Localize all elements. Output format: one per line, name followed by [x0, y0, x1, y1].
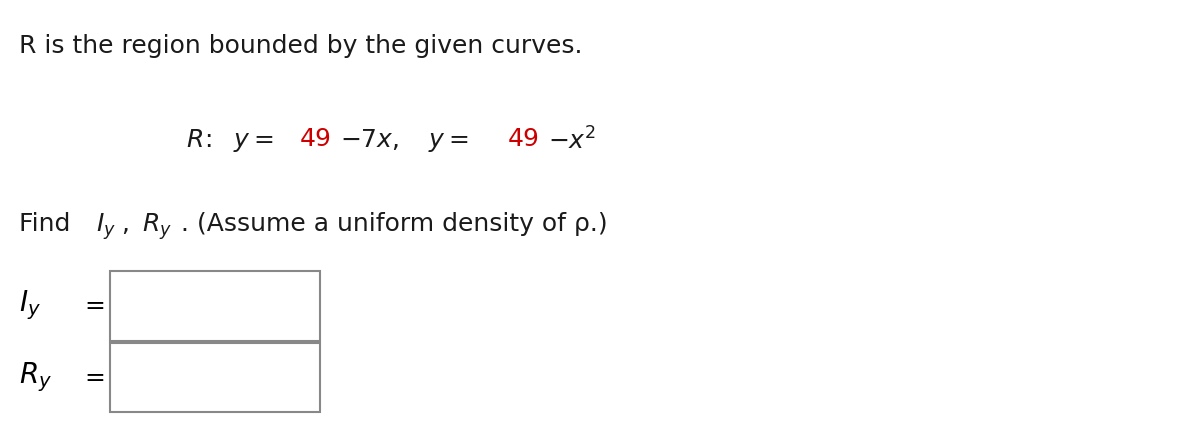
- Text: ,: ,: [121, 212, 138, 236]
- Text: $-x^2$: $-x^2$: [548, 127, 596, 154]
- Text: $49$: $49$: [299, 127, 331, 151]
- Text: $R\!:\ \ y =$: $R\!:\ \ y =$: [186, 127, 274, 154]
- Bar: [110, 271, 320, 341]
- Text: =: =: [84, 294, 104, 318]
- Text: $-7x,\ \ \ y=$: $-7x,\ \ \ y=$: [341, 127, 469, 154]
- Text: R is the region bounded by the given curves.: R is the region bounded by the given cur…: [19, 34, 583, 58]
- Text: =: =: [84, 365, 104, 390]
- Text: Find: Find: [19, 212, 78, 236]
- Text: $49$: $49$: [506, 127, 539, 151]
- Text: $I_y$: $I_y$: [96, 212, 115, 242]
- Text: . (Assume a uniform density of ρ.): . (Assume a uniform density of ρ.): [181, 212, 607, 236]
- Text: $R_y$: $R_y$: [142, 212, 172, 242]
- Text: $R_y$: $R_y$: [19, 361, 53, 394]
- Text: $I_y$: $I_y$: [19, 289, 41, 322]
- Bar: [110, 343, 320, 412]
